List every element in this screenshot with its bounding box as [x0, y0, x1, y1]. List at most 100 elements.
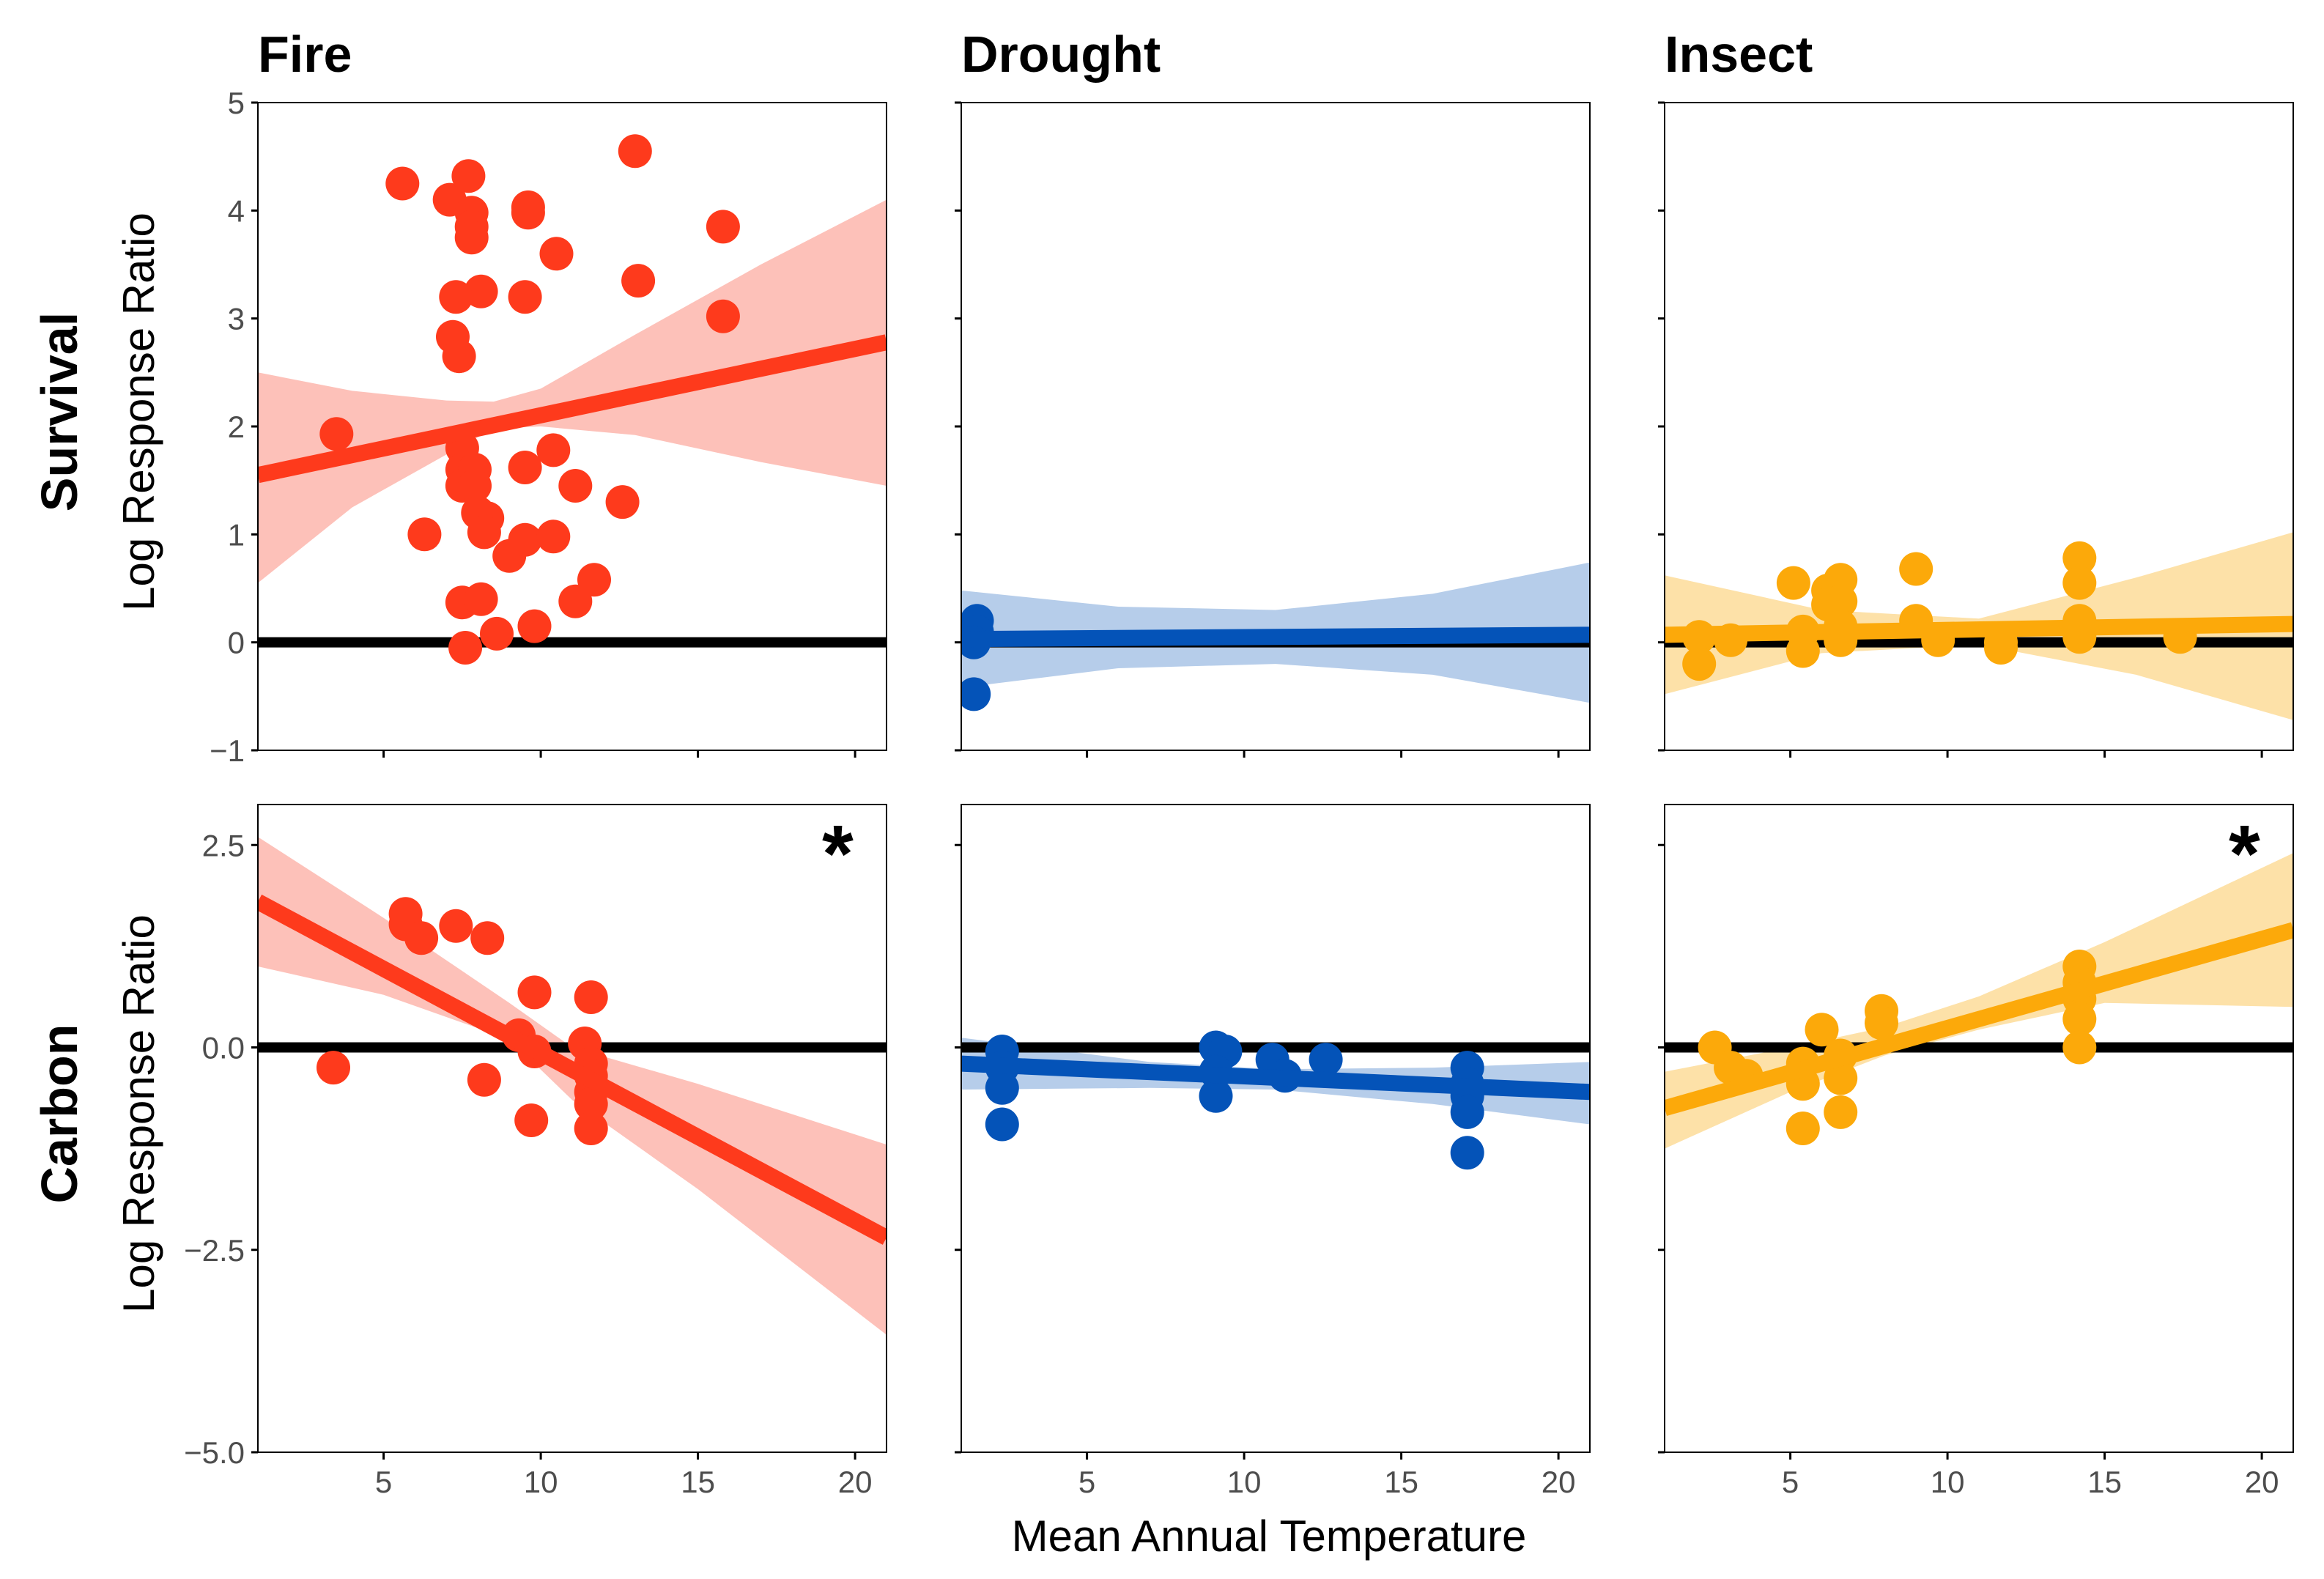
fit-line	[258, 334, 887, 484]
data-point	[1785, 1112, 1820, 1145]
panel-plot-area	[961, 562, 1590, 711]
data-point	[508, 522, 542, 557]
y-tick-label: 0	[228, 626, 245, 660]
panel-plot-area	[1665, 853, 2293, 1149]
data-point	[1450, 1136, 1484, 1170]
panel-frame	[1664, 804, 2294, 1453]
data-point	[470, 921, 505, 955]
fit-line	[258, 894, 887, 1245]
confidence-band	[258, 199, 887, 583]
y-tick-label: 0.0	[202, 1031, 245, 1065]
panel-frame	[961, 804, 1591, 1453]
data-point	[961, 677, 991, 711]
panel-plot-area	[258, 134, 887, 665]
panel-carbon-drought: 5 10 15 20	[955, 804, 1591, 1499]
col-title-fire: Fire	[258, 26, 352, 83]
y-tick-label: 1	[228, 517, 245, 552]
x-tick-label: 10	[1227, 1465, 1262, 1499]
data-point	[539, 237, 574, 271]
data-point	[467, 1062, 501, 1097]
panel-carbon-insect: 5 10 15 20 *	[1658, 804, 2294, 1499]
fit-line	[1665, 615, 2293, 643]
data-point	[451, 159, 486, 193]
data-point	[454, 221, 489, 255]
data-point	[621, 264, 656, 298]
x-tick-label: 15	[2087, 1465, 2122, 1499]
col-title-insect: Insect	[1665, 26, 1813, 83]
data-point	[442, 339, 476, 374]
fit-line	[961, 1055, 1590, 1101]
y-tick-label: −5.0	[184, 1435, 245, 1470]
col-title-drought: Drought	[961, 26, 1161, 83]
data-point	[1450, 1095, 1484, 1129]
data-point	[319, 417, 354, 451]
data-point	[2062, 566, 2097, 600]
panel-carbon-fire: −5.0 −2.5 0.0 2.5 5 10 15 20 *	[184, 804, 887, 1499]
y-tick-label: 2	[228, 410, 245, 444]
data-point	[517, 609, 552, 643]
row-title-carbon: Carbon	[31, 1024, 88, 1204]
data-point	[1785, 634, 1820, 668]
data-point	[1805, 1013, 1839, 1047]
data-point	[517, 975, 552, 1010]
x-tick-label: 5	[375, 1465, 392, 1499]
y-tick-label: 5	[228, 86, 245, 120]
y-tick-label: 2.5	[202, 828, 245, 862]
panels: −1 0 1 2 3 4 5 −5.0 −2.5 0.0 2.5 5 10 15 20 * 5 10 15 20 5 10…	[184, 86, 2294, 1499]
data-point	[605, 485, 640, 519]
panel-survival-fire: −1 0 1 2 3 4 5	[210, 86, 887, 768]
y-tick-label: −1	[210, 733, 245, 768]
data-point	[385, 166, 420, 201]
data-point	[536, 519, 571, 554]
data-point	[464, 582, 498, 616]
data-point	[467, 515, 501, 550]
data-point	[480, 616, 514, 651]
x-tick-label: 5	[1078, 1465, 1095, 1499]
y-tick-label: 4	[228, 193, 245, 228]
y-tick-label: −2.5	[184, 1233, 245, 1268]
confidence-band	[1665, 853, 2293, 1149]
panel-plot-area	[258, 837, 887, 1335]
confidence-band	[258, 837, 887, 1335]
y-axis-label-survival: Log Response Ratio	[114, 212, 163, 611]
data-point	[574, 980, 608, 1014]
data-point	[574, 1112, 608, 1145]
data-point	[1865, 1006, 1898, 1040]
data-point	[448, 631, 483, 665]
panel-plot-area	[1665, 532, 2293, 720]
data-point	[536, 433, 571, 467]
data-point	[1199, 1079, 1233, 1113]
data-point	[1899, 552, 1933, 586]
panel-survival-insect	[1658, 101, 2294, 758]
y-tick-label: 3	[228, 302, 245, 336]
x-axis-label: Mean Annual Temperature	[1012, 1512, 1527, 1561]
data-point	[574, 1087, 608, 1121]
data-point	[1984, 631, 2018, 665]
x-tick-label: 15	[1384, 1465, 1418, 1499]
x-tick-label: 10	[524, 1465, 558, 1499]
data-point	[706, 299, 740, 333]
panel-plot-area	[961, 1030, 1590, 1170]
x-tick-label: 10	[1931, 1465, 1965, 1499]
data-point	[985, 1070, 1019, 1105]
x-tick-label: 20	[1542, 1465, 1576, 1499]
data-point	[1309, 1043, 1343, 1077]
data-point	[439, 280, 473, 314]
data-point	[618, 134, 652, 169]
data-point	[404, 921, 439, 955]
data-point	[2062, 1030, 2097, 1065]
data-point	[985, 1107, 1019, 1142]
data-point	[2062, 541, 2097, 575]
fit-line	[1665, 922, 2293, 1116]
significance-marker: *	[822, 809, 854, 899]
data-point	[706, 210, 740, 244]
data-point	[1824, 1061, 1858, 1095]
data-point	[1824, 584, 1858, 618]
data-point	[439, 909, 473, 943]
x-tick-label: 20	[838, 1465, 873, 1499]
x-tick-label: 5	[1782, 1465, 1799, 1499]
data-point	[558, 584, 593, 618]
fit-line	[961, 626, 1590, 648]
data-point	[514, 1103, 549, 1137]
